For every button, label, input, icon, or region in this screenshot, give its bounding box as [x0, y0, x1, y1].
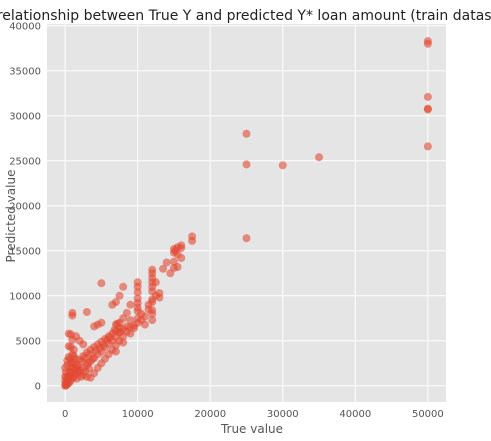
- scatter-point: [126, 329, 135, 338]
- x-tick-label: 0: [62, 409, 68, 420]
- scatter-point: [242, 160, 251, 169]
- scatter-point: [93, 320, 102, 329]
- scatter-point: [242, 234, 251, 243]
- scatter-point: [177, 254, 186, 262]
- scatter-point: [68, 335, 77, 344]
- scatter-point: [423, 142, 432, 151]
- scatter-point: [68, 311, 77, 320]
- scatter-point: [171, 246, 180, 255]
- scatter-point: [85, 364, 94, 373]
- scatter-point: [242, 129, 251, 138]
- scatter-point: [423, 105, 432, 114]
- scatter-point: [162, 258, 171, 267]
- scatter-point: [423, 92, 432, 101]
- scatter-point: [98, 341, 107, 350]
- scatter-point: [64, 329, 73, 338]
- y-tick-label: 5000: [16, 336, 41, 347]
- scatter-point: [119, 338, 128, 347]
- y-tick-label: 30000: [9, 111, 41, 122]
- y-tick-label: 15000: [9, 246, 41, 257]
- x-tick-labels: 0 10000 20000 30000 40000 50000: [62, 409, 444, 420]
- scatter-point: [144, 305, 153, 314]
- x-axis-label: True value: [220, 422, 283, 436]
- scatter-point: [110, 326, 119, 334]
- scatter-point: [82, 308, 91, 316]
- scatter-point: [137, 316, 146, 325]
- x-tick-label: 50000: [412, 409, 444, 420]
- scatter-point: [63, 361, 72, 370]
- scatter-point: [111, 347, 120, 356]
- scatter-point: [423, 39, 432, 48]
- y-tick-label: 35000: [9, 66, 41, 77]
- y-tick-label: 40000: [9, 21, 41, 32]
- scatter-points: [61, 37, 432, 390]
- scatter-point: [148, 316, 157, 325]
- scatter-point: [115, 291, 124, 300]
- scatter-point: [159, 264, 168, 273]
- scatter-point: [151, 278, 160, 287]
- scatter-point: [106, 333, 115, 342]
- y-tick-label: 25000: [9, 156, 41, 167]
- scatter-point: [79, 340, 88, 349]
- scatter-point: [85, 350, 94, 359]
- scatter-point: [119, 282, 128, 291]
- scatter-point: [97, 279, 106, 288]
- scatter-point: [126, 300, 135, 309]
- y-axis-label: Predicted value: [4, 170, 18, 263]
- scatter-point: [315, 153, 324, 162]
- scatter-point: [133, 288, 142, 297]
- x-tick-label: 30000: [267, 409, 299, 420]
- y-tick-labels: 0 5000 10000 15000 20000 25000 30000 35000 40000: [9, 21, 41, 392]
- x-tick-label: 10000: [122, 409, 154, 420]
- scatter-point: [278, 161, 287, 170]
- scatter-point: [69, 352, 78, 361]
- scatter-point: [126, 316, 135, 325]
- scatter-point: [166, 269, 175, 278]
- scatter-point: [188, 236, 197, 245]
- scatter-point: [155, 293, 164, 302]
- scatter-point: [77, 372, 86, 381]
- y-tick-label: 0: [35, 381, 41, 392]
- scatter-point: [113, 319, 122, 328]
- y-tick-label: 10000: [9, 291, 41, 302]
- scatter-point: [108, 300, 117, 309]
- y-tick-label: 20000: [9, 201, 41, 212]
- x-tick-label: 40000: [339, 409, 371, 420]
- x-tick-label: 20000: [194, 409, 226, 420]
- scatter-point: [148, 298, 157, 307]
- chart-title: relationship between True Y and predicte…: [0, 8, 491, 24]
